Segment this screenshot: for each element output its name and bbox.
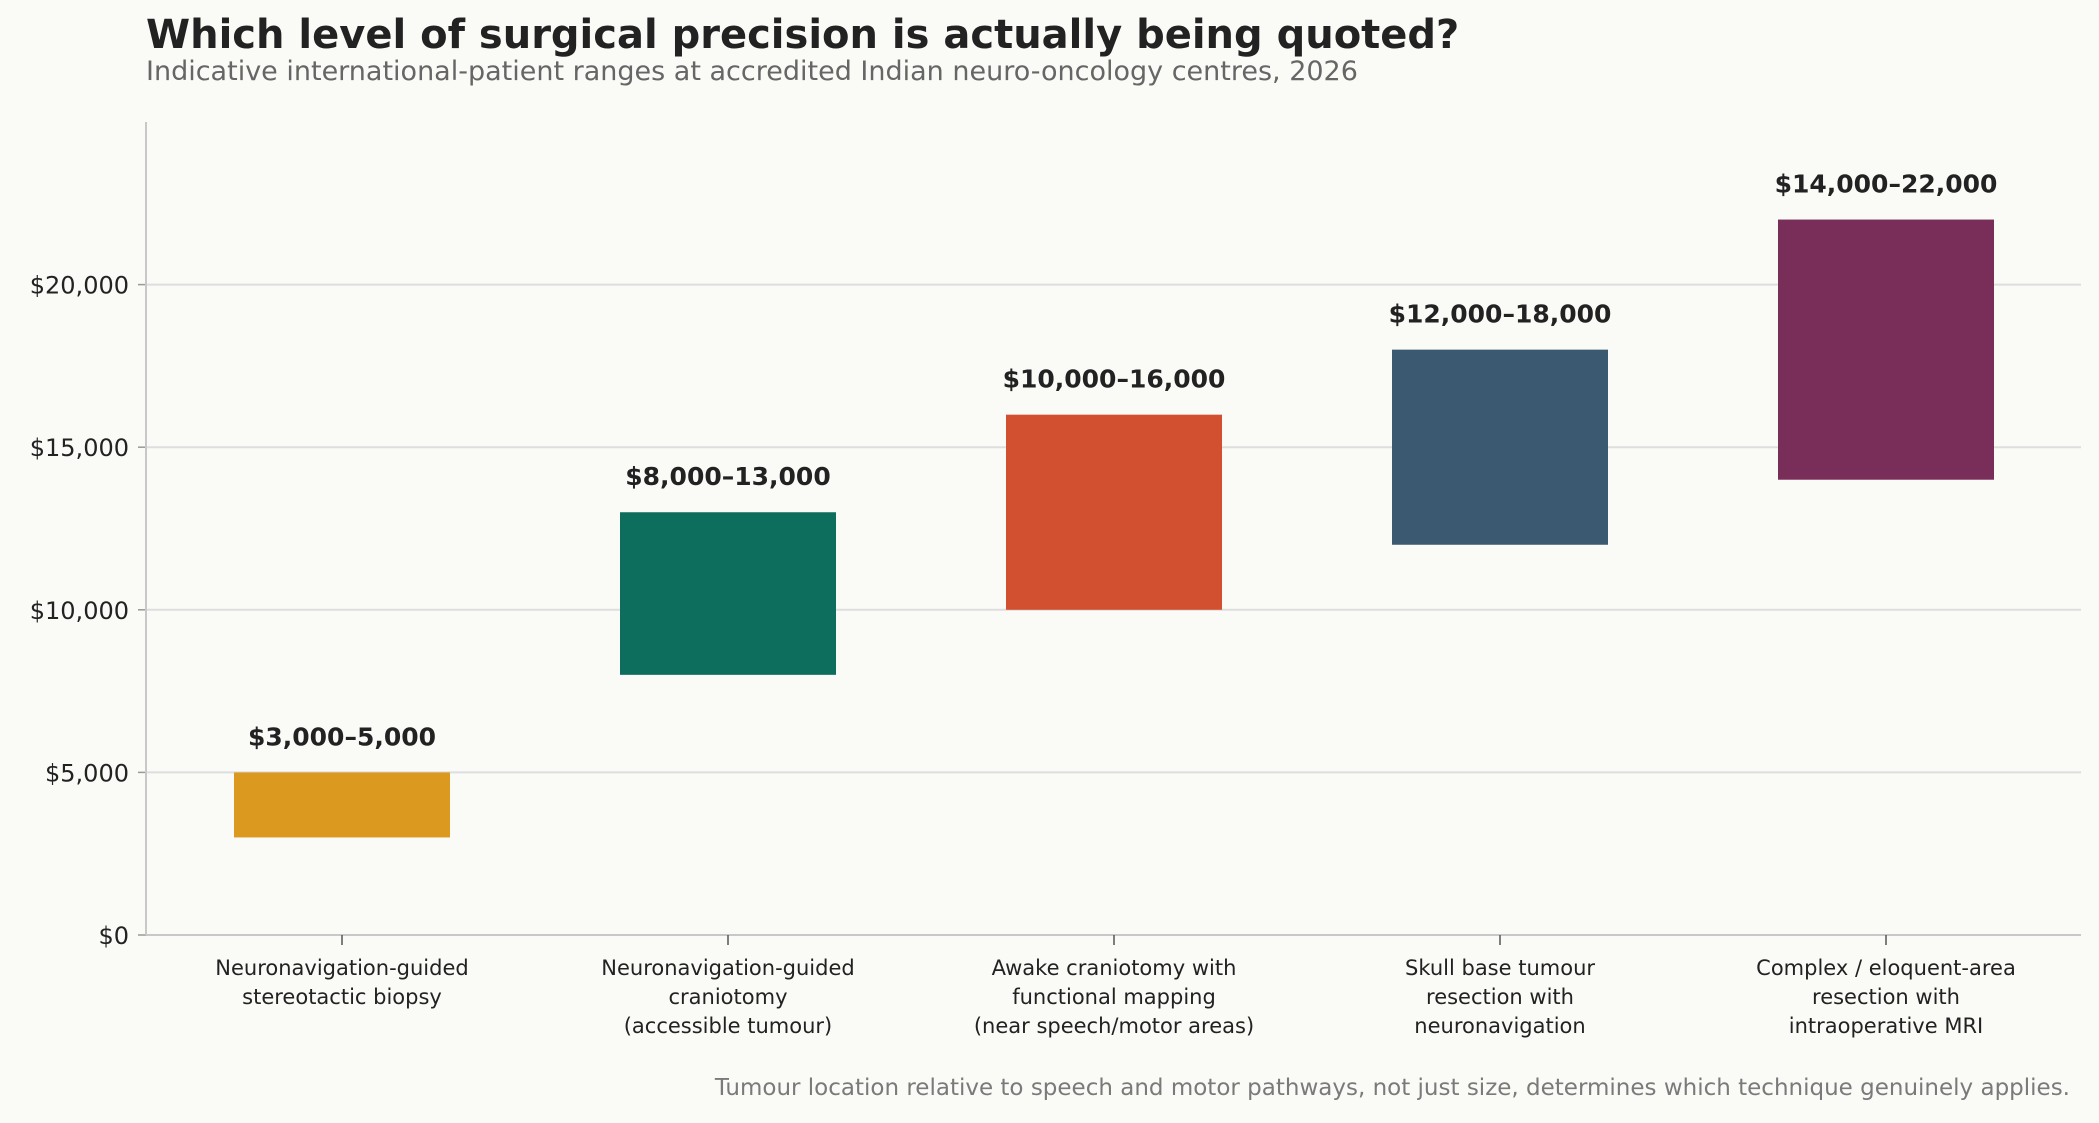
x-tick-label-line: Neuronavigation-guided bbox=[601, 956, 854, 980]
x-tick-label: Neuronavigation-guided stereotactic biops… bbox=[215, 956, 468, 1009]
x-tick-label-line: functional mapping bbox=[1012, 985, 1216, 1009]
range-bar bbox=[1392, 349, 1608, 545]
y-tick-label: $20,000 bbox=[30, 272, 129, 300]
x-tick-label-line: stereotactic biopsy bbox=[242, 985, 442, 1009]
y-tick-label: $15,000 bbox=[30, 434, 129, 462]
data-label: $3,000–5,000 bbox=[248, 722, 436, 751]
x-tick-label: Neuronavigation-guided craniotomy (accessi… bbox=[601, 956, 854, 1038]
data-label: $10,000–16,000 bbox=[1003, 365, 1226, 394]
range-bar bbox=[620, 512, 836, 675]
chart-subtitle: Indicative international-patient ranges … bbox=[146, 56, 1358, 87]
x-tick-label-line: resection with bbox=[1426, 985, 1574, 1009]
x-tick-label-line: Awake craniotomy with bbox=[992, 956, 1237, 980]
data-label: $12,000–18,000 bbox=[1389, 300, 1612, 329]
x-tick-label-line: craniotomy bbox=[668, 985, 787, 1009]
x-tick-label-line: neuronavigation bbox=[1414, 1014, 1585, 1038]
range-bar bbox=[234, 772, 450, 838]
x-tick-label: Skull base tumour resection with neuronavi… bbox=[1405, 956, 1595, 1038]
range-bar bbox=[1778, 219, 1994, 480]
chart-title: Which level of surgical precision is act… bbox=[146, 12, 1460, 58]
x-tick-label-line: Skull base tumour bbox=[1405, 956, 1595, 980]
x-tick-label-line: Complex / eloquent-area bbox=[1756, 956, 2016, 980]
x-tick-label-line: Neuronavigation-guided bbox=[215, 956, 468, 980]
x-tick-label-line: resection with bbox=[1812, 985, 1960, 1009]
data-labels: $3,000–5,000 $8,000–13,000 $10,000–16,000 $… bbox=[248, 170, 1997, 752]
chart-footnote: Tumour location relative to speech and m… bbox=[714, 1075, 2070, 1101]
x-tick-label: Complex / eloquent-area resection with int… bbox=[1756, 956, 2016, 1038]
y-tick-label: $5,000 bbox=[45, 759, 129, 787]
data-label: $8,000–13,000 bbox=[625, 462, 830, 491]
x-tick-label: Awake craniotomy with functional mapping (… bbox=[974, 956, 1254, 1038]
x-tick-label-line: (near speech/motor areas) bbox=[974, 1014, 1254, 1038]
data-label: $14,000–22,000 bbox=[1775, 170, 1998, 199]
y-tick-label: $10,000 bbox=[30, 597, 129, 625]
x-tick-label-line: (accessible tumour) bbox=[624, 1014, 833, 1038]
axes: $0 $5,000 $10,000 $15,000 $20,000 Neuronaviga… bbox=[30, 122, 2081, 1038]
x-tick-label-line: intraoperative MRI bbox=[1789, 1014, 1983, 1038]
y-tick-label: $0 bbox=[98, 922, 129, 950]
range-bars bbox=[234, 219, 1994, 838]
range-bar bbox=[1006, 414, 1222, 610]
